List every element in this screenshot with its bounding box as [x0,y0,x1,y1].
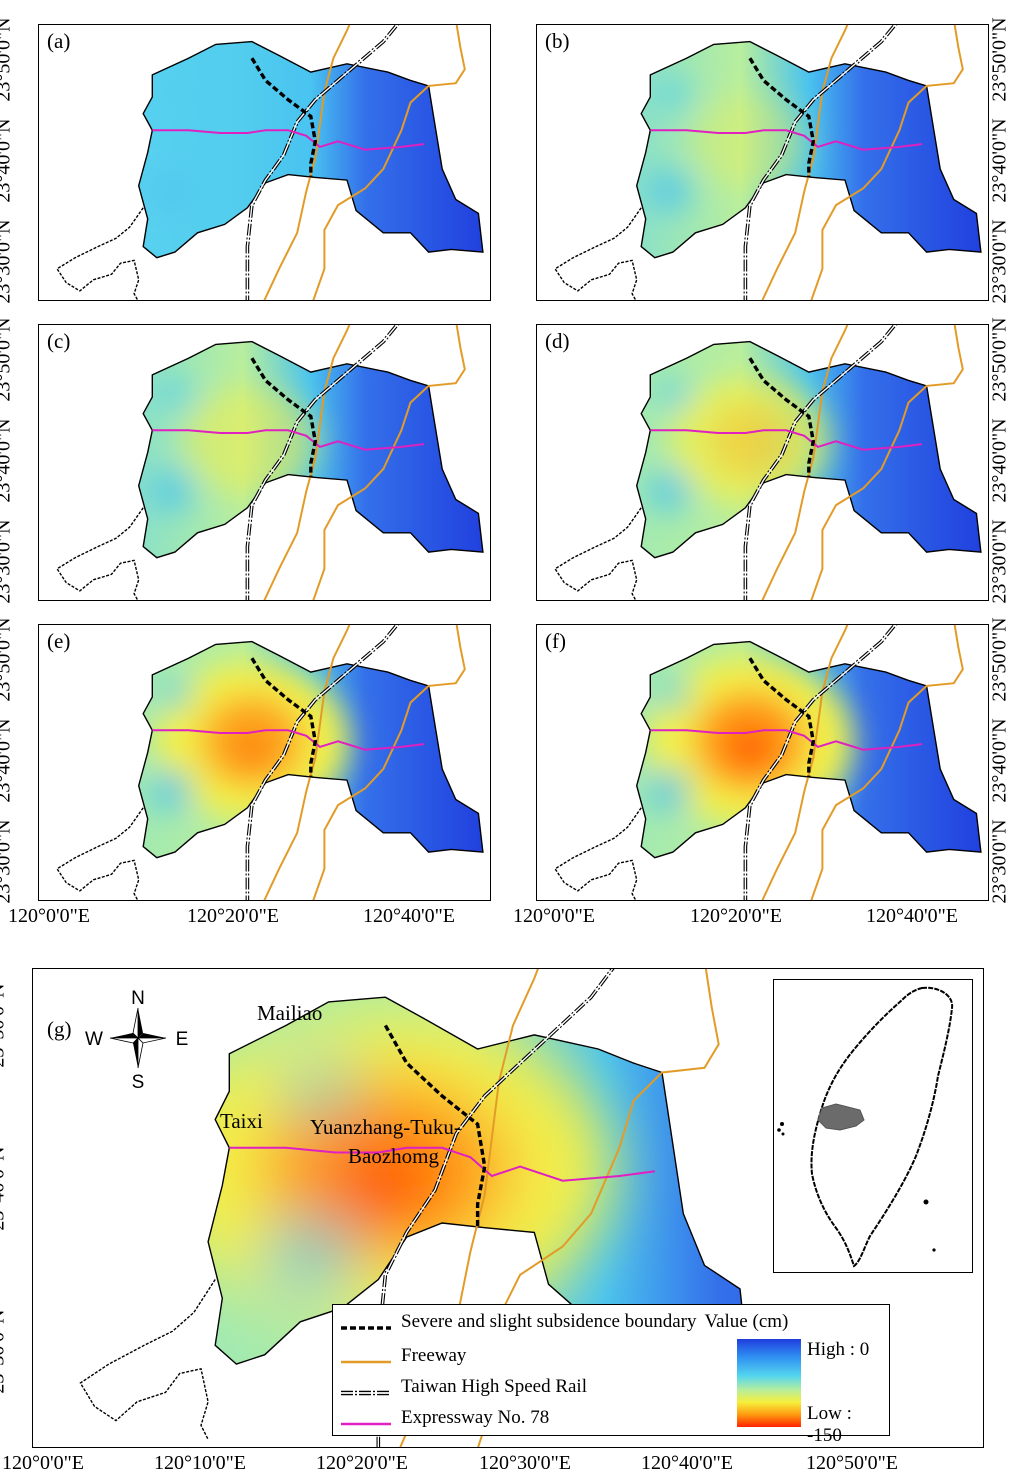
freeway-swatch [341,1351,391,1364]
lat-tick-c-2: 23°40'0"N [0,418,15,503]
map-panel-c: (c) [38,324,491,601]
subsidence-map-b [554,25,982,300]
main-lon-tick-5: 120°40'0"E [641,1452,733,1474]
lon-tick-f-1: 120°0'0"E [513,905,595,927]
taiwan-outline [777,986,954,1268]
expressway-swatch [341,1413,391,1426]
subsidence-map-g [79,969,748,1447]
north-arrow-icon: N S E W [85,988,189,1090]
lon-tick-e-1: 120°0'0"E [8,905,90,927]
lat-tick-f-3: 23°30'0"N [988,819,1011,904]
main-lat-tick-3: 23°30'0"N [0,1309,9,1394]
map-panel-e: (e) [38,624,491,901]
boundary-swatch [341,1317,391,1330]
legend-expressway: Expressway No. 78 [341,1405,549,1431]
compass-s: S [132,1072,145,1090]
legend-hsr-label: Taiwan High Speed Rail [401,1376,587,1397]
lat-tick-c-1: 23°50'0"N [0,317,15,402]
main-lon-tick-6: 120°50'0"E [806,1452,898,1474]
panel-label-g: (g) [47,1017,72,1041]
panel-label-e: (e) [47,629,71,653]
lat-tick-a-1: 23°50'0"N [0,17,15,102]
lat-tick-d-3: 23°30'0"N [988,519,1011,604]
lat-tick-d-2: 23°40'0"N [988,418,1011,503]
main-lon-tick-3: 120°20'0"E [316,1452,408,1474]
legend-value-title: Value (cm) [704,1311,789,1332]
taiwan-locator-inset [773,979,973,1273]
subsidence-map-c [56,325,484,600]
map-legend: Severe and slight subsidence boundary Va… [332,1304,890,1446]
legend-boundary-label: Severe and slight subsidence boundary [401,1311,697,1332]
lat-tick-f-2: 23°40'0"N [988,718,1011,803]
legend-low: Low : -150 [807,1403,852,1446]
place-yuanzhang-1: Yuanzhang-Tuku- [310,1115,461,1139]
legend-freeway: Freeway [341,1343,466,1369]
main-lon-tick-1: 120°0'0"E [2,1452,84,1474]
lat-tick-a-2: 23°40'0"N [0,118,15,203]
lat-tick-f-1: 23°50'0"N [988,617,1011,702]
place-mailiao: Mailiao [257,1001,323,1025]
lat-tick-e-3: 23°30'0"N [0,819,15,904]
subsidence-map-f [554,625,982,900]
lat-tick-e-2: 23°40'0"N [0,718,15,803]
subsidence-map-d [554,325,982,600]
panel-label-f: (f) [545,629,566,653]
map-panel-b: (b) [536,24,989,301]
legend-boundary: Severe and slight subsidence boundary Va… [341,1309,788,1335]
panel-label-a: (a) [47,29,71,53]
panel-label-b: (b) [545,29,570,53]
main-lat-tick-2: 23°40'0"N [0,1146,9,1231]
main-lon-tick-4: 120°30'0"E [479,1452,571,1474]
map-panel-d: (d) [536,324,989,601]
map-panel-a: (a) [38,24,491,301]
main-lat-tick-1: 23°50'0"N [0,983,9,1068]
lat-tick-a-3: 23°30'0"N [0,219,15,304]
value-color-ramp [737,1339,801,1427]
lat-tick-b-3: 23°30'0"N [988,219,1011,304]
hsr-swatch [341,1382,391,1396]
lon-tick-f-2: 120°20'0"E [690,905,782,927]
panel-label-c: (c) [47,329,71,353]
map-panel-f: (f) [536,624,989,901]
legend-expressway-label: Expressway No. 78 [401,1407,550,1428]
lat-tick-e-1: 23°50'0"N [0,617,15,702]
compass-n: N [131,988,145,1009]
lat-tick-d-1: 23°50'0"N [988,317,1011,402]
place-taixi: Taixi [220,1109,263,1133]
lat-tick-c-3: 23°30'0"N [0,519,15,604]
lat-tick-b-2: 23°40'0"N [988,118,1011,203]
compass-e: E [176,1029,189,1050]
subsidence-map-e [56,625,484,900]
compass-w: W [85,1029,103,1050]
legend-hsr: Taiwan High Speed Rail [341,1374,587,1400]
lon-tick-e-2: 120°20'0"E [187,905,279,927]
lon-tick-e-3: 120°40'0"E [363,905,455,927]
legend-freeway-label: Freeway [401,1345,467,1366]
lon-tick-f-3: 120°40'0"E [866,905,958,927]
lat-tick-b-1: 23°50'0"N [988,17,1011,102]
subsidence-map-a [56,25,484,300]
place-yuanzhang-2: Baozhomg [348,1144,439,1168]
main-lon-tick-2: 120°10'0"E [154,1452,246,1474]
legend-high: High : 0 [807,1339,870,1360]
panel-label-d: (d) [545,329,570,353]
